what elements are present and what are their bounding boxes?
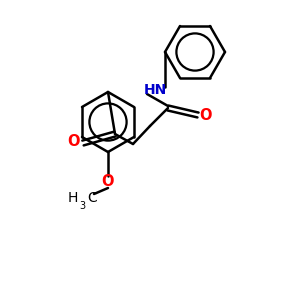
Text: O: O: [200, 109, 212, 124]
Text: O: O: [68, 134, 80, 148]
Text: H: H: [68, 191, 78, 205]
Text: HN: HN: [143, 83, 167, 97]
Text: 3: 3: [79, 201, 85, 211]
Text: C: C: [87, 191, 97, 205]
Text: O: O: [102, 175, 114, 190]
